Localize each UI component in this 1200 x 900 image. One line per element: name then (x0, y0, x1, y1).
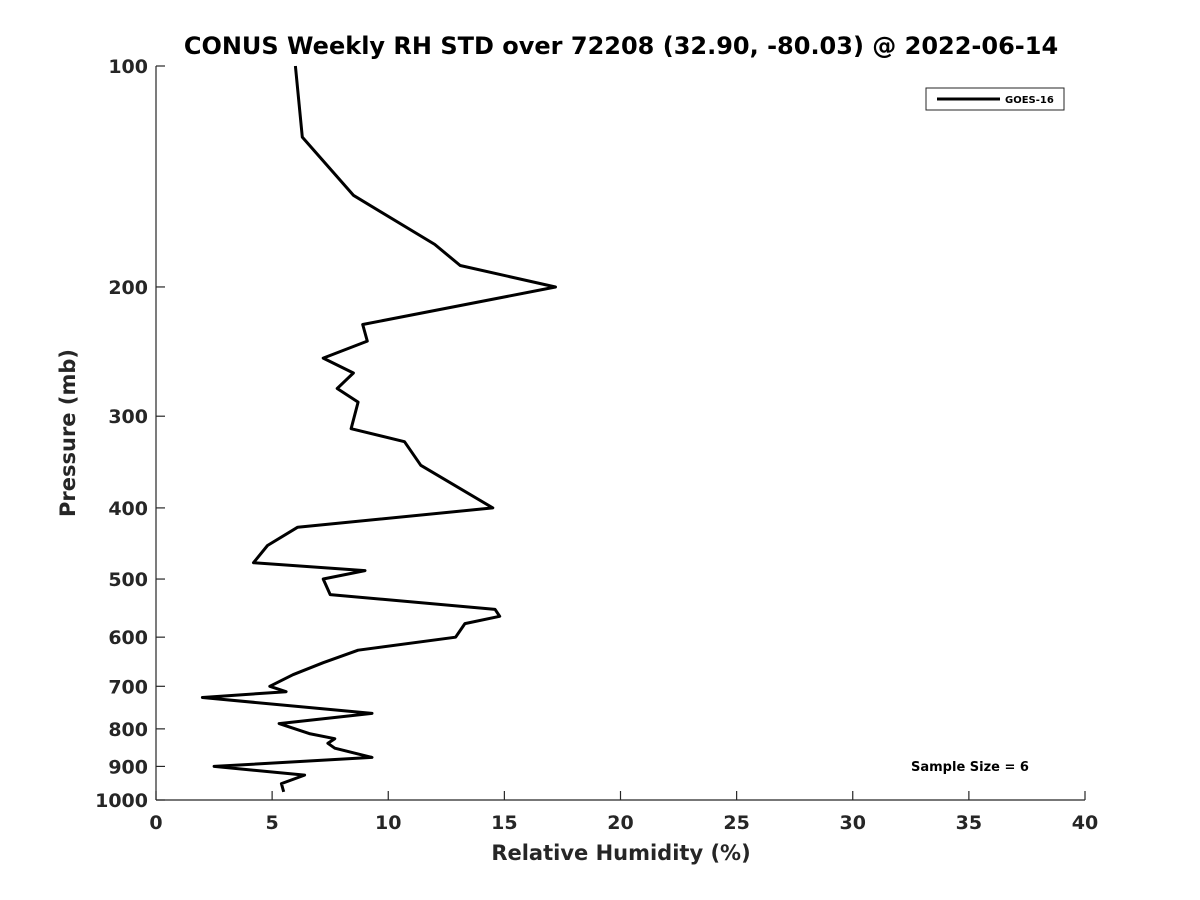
x-tick-label: 10 (375, 812, 401, 834)
y-tick-label: 500 (108, 569, 148, 591)
y-tick-label: 200 (108, 277, 148, 299)
x-tick-label: 20 (607, 812, 633, 834)
y-tick-label: 100 (108, 56, 148, 78)
x-tick-label: 15 (491, 812, 517, 834)
legend: GOES-16 (925, 87, 1065, 111)
y-tick-label: 900 (108, 756, 148, 778)
x-tick-label: 25 (723, 812, 749, 834)
x-tick-label: 35 (956, 812, 982, 834)
y-tick-label: 400 (108, 498, 148, 520)
series-line-goes-16 (200, 65, 557, 793)
x-tick-label: 40 (1072, 812, 1098, 834)
x-axis-ticks: 0 5 10 15 20 25 30 35 40 (149, 791, 1098, 834)
x-tick-label: 0 (149, 812, 162, 834)
y-tick-label: 700 (108, 676, 148, 698)
chart-title: CONUS Weekly RH STD over 72208 (32.90, -… (184, 32, 1058, 60)
y-tick-label: 1000 (95, 790, 148, 812)
x-axis-label: Relative Humidity (%) (491, 841, 750, 865)
sample-size-annotation: Sample Size = 6 (911, 760, 1029, 775)
y-tick-label: 300 (108, 406, 148, 428)
y-axis-ticks: 100 200 300 400 500 600 700 800 900 1000 (95, 56, 165, 812)
y-tick-label: 600 (108, 627, 148, 649)
legend-label-goes-16: GOES-16 (1005, 95, 1054, 106)
x-tick-label: 30 (840, 812, 866, 834)
y-tick-label: 800 (108, 719, 148, 741)
y-axis-label: Pressure (mb) (56, 349, 80, 517)
x-tick-label: 5 (266, 812, 279, 834)
